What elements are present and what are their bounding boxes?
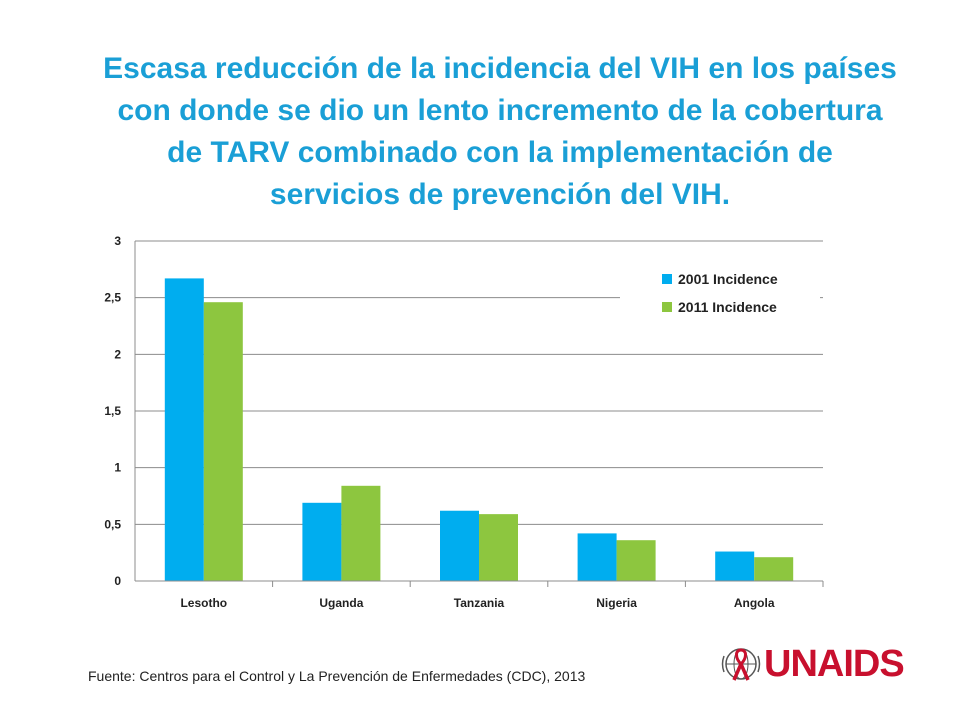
bars [164,278,794,581]
chart-title: Escasa reducción de la incidencia del VI… [60,48,940,216]
legend-swatch [662,302,672,312]
bar-angola-series-1 [715,551,755,581]
x-tick-label: Uganda [319,596,363,610]
bar-lesotho-series-1 [164,278,204,581]
title-line-2: con donde se dio un lento incremento de … [117,94,883,127]
bar-uganda-series-2 [341,485,381,581]
title-line-3: de TARV combinado con la implementación … [167,136,833,169]
bar-angola-series-2 [754,557,794,581]
title-line-1: Escasa reducción de la incidencia del VI… [103,52,897,85]
x-tick-label: Tanzania [454,596,505,610]
x-tick-label: Lesotho [180,596,227,610]
legend-box [620,262,820,328]
y-tick-label: 1 [114,461,121,475]
bar-lesotho-series-2 [203,302,243,581]
y-tick-label: 2,5 [104,291,121,305]
source-note: Fuente: Centros para el Control y La Pre… [88,668,586,684]
y-tick-label: 0,5 [104,517,121,531]
x-tick-label: Angola [734,596,775,610]
bar-tanzania-series-1 [440,510,479,581]
bar-tanzania-series-2 [479,514,518,581]
un-emblem-red-ribbon-icon [721,648,761,681]
y-tick-label: 3 [114,234,121,248]
legend-label: 2001 Incidence [678,271,778,287]
legend: 2001 Incidence 2011 Incidence [620,262,820,328]
bar-nigeria-series-2 [616,540,656,581]
bar-chart: 0 0,5 1 1,5 2 2,5 3 Lesotho Uganda Tanzania Nigeri… [104,234,824,610]
legend-swatch [662,274,672,284]
axes: 0 0,5 1 1,5 2 2,5 3 Lesotho Uganda Tanzania Nigeri… [104,234,824,610]
y-tick-label: 2 [114,347,121,361]
bar-uganda-series-1 [302,502,342,581]
x-tick-label: Nigeria [596,596,637,610]
logo-wordmark: UNAIDS [764,643,905,685]
unaids-logo: UNAIDS [718,643,905,685]
legend-label: 2011 Incidence [678,299,777,315]
y-tick-label: 1,5 [104,404,121,418]
y-tick-label: 0 [114,574,121,588]
bar-nigeria-series-1 [577,533,617,581]
title-line-4: servicios de prevención del VIH. [269,178,731,211]
